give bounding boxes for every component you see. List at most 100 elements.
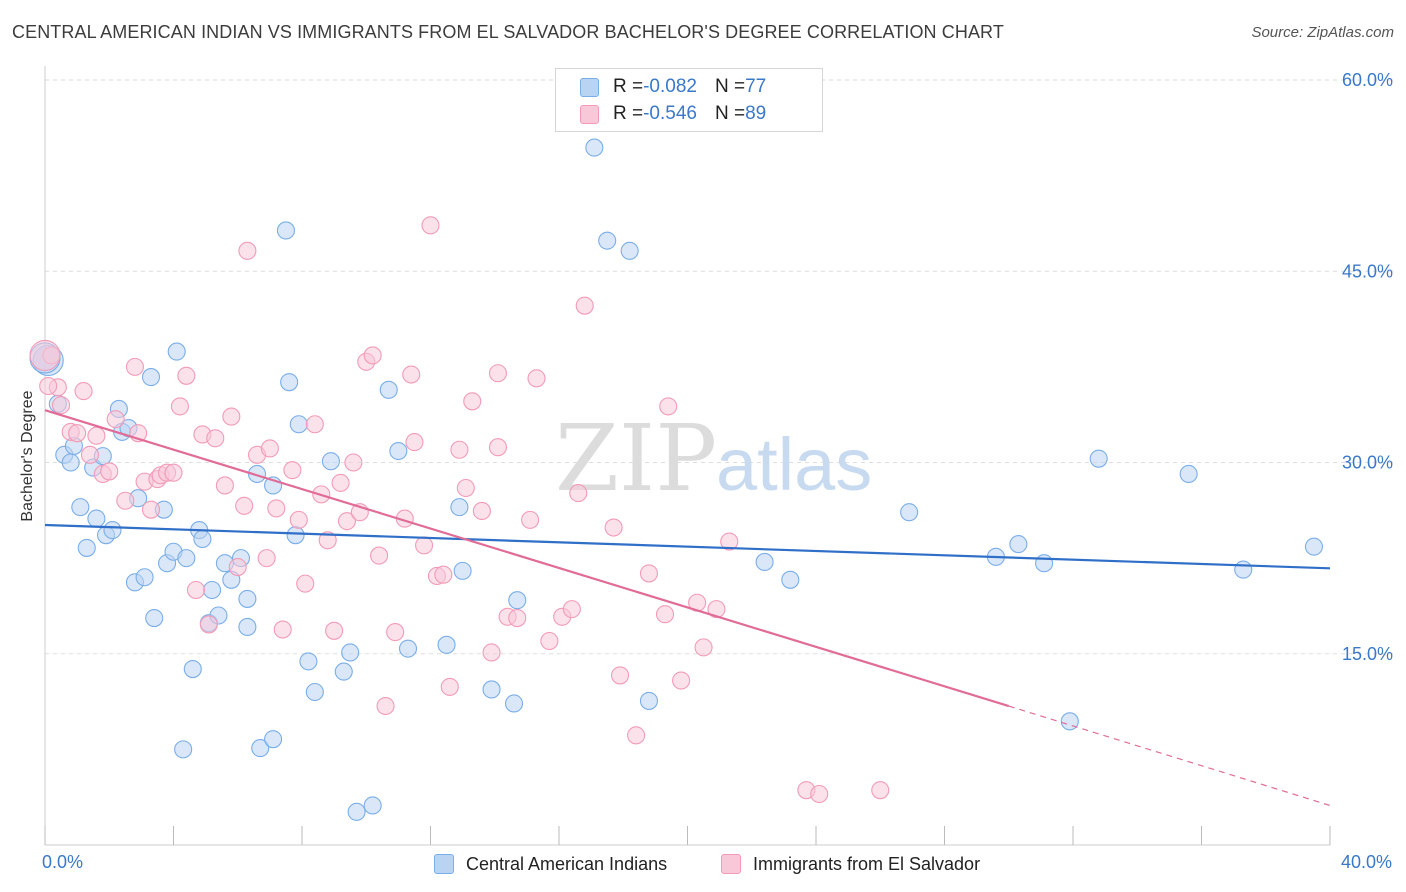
point-central-american — [1234, 560, 1253, 579]
point-el-salvador — [472, 501, 491, 521]
point-el-salvador — [39, 376, 58, 396]
point-central-american — [193, 529, 212, 549]
point-el-salvador — [222, 407, 241, 426]
point-el-salvador — [456, 478, 475, 498]
point-el-salvador — [257, 549, 276, 568]
legend-r-label: R = — [613, 103, 644, 124]
point-central-american — [264, 730, 283, 749]
point-central-american — [900, 503, 919, 522]
point-el-salvador — [141, 500, 161, 519]
point-central-american — [755, 552, 774, 572]
point-el-salvador — [238, 241, 257, 260]
grid-lines — [45, 79, 1395, 655]
point-el-salvador — [386, 623, 405, 642]
point-central-american — [379, 380, 398, 399]
point-el-salvador — [235, 496, 254, 515]
bottom-legend-label: Immigrants from El Salvador — [753, 853, 981, 874]
point-el-salvador — [289, 510, 308, 529]
point-el-salvador — [610, 666, 630, 685]
point-central-american — [437, 635, 456, 654]
point-el-salvador — [177, 366, 196, 385]
point-el-salvador — [106, 410, 125, 429]
point-el-salvador — [100, 462, 119, 481]
point-central-american — [77, 538, 96, 557]
point-el-salvador — [540, 631, 559, 651]
x-tick-label-min: 0.0% — [42, 852, 84, 872]
point-central-american — [135, 568, 154, 587]
point-el-salvador — [363, 346, 382, 365]
point-el-salvador — [331, 473, 350, 492]
point-el-salvador — [52, 396, 71, 415]
point-central-american — [508, 591, 527, 610]
legend-n-value: 77 — [745, 76, 767, 97]
point-el-salvador — [488, 438, 508, 457]
y-tick-label: 15.0% — [1342, 644, 1393, 664]
point-central-american — [504, 694, 524, 713]
legend-n-label: N = — [714, 103, 746, 124]
point-el-salvador — [871, 781, 890, 800]
legend-row-central-american: R = -0.082 N = 77 — [580, 74, 766, 100]
point-el-salvador — [575, 296, 594, 315]
point-central-american — [286, 526, 305, 545]
point-el-salvador — [672, 671, 691, 690]
point-central-american — [183, 659, 202, 679]
point-central-american — [251, 739, 270, 758]
point-central-american — [289, 415, 308, 434]
point-central-american — [639, 691, 659, 710]
point-el-salvador — [482, 643, 501, 662]
point-el-salvador — [402, 365, 421, 384]
point-central-american — [598, 231, 617, 250]
point-el-salvador — [87, 426, 106, 445]
point-el-salvador — [164, 463, 183, 482]
point-central-american — [334, 662, 353, 681]
point-el-salvador — [639, 564, 659, 583]
point-central-american — [61, 453, 80, 472]
source-credit: Source: ZipAtlas.com — [1251, 24, 1394, 41]
point-central-american — [238, 589, 257, 608]
point-central-american — [247, 464, 267, 484]
point-central-american — [1009, 535, 1028, 554]
point-central-american — [1179, 464, 1198, 484]
y-tick-label: 45.0% — [1342, 261, 1393, 281]
point-el-salvador — [655, 605, 675, 624]
point-central-american — [280, 373, 299, 392]
point-el-salvador — [707, 600, 726, 619]
point-central-american — [389, 441, 408, 461]
point-central-american — [341, 643, 360, 662]
legend-r-label: R = — [613, 76, 644, 97]
point-el-salvador — [604, 518, 623, 537]
point-el-salvador — [405, 433, 424, 452]
point-el-salvador — [296, 574, 315, 593]
legend-n-value: 89 — [745, 103, 767, 124]
point-central-american — [299, 652, 318, 671]
legend-n-label: N = — [714, 76, 746, 97]
point-el-salvador — [318, 531, 337, 550]
point-el-salvador — [527, 369, 546, 388]
point-el-salvador — [434, 565, 453, 584]
point-central-american — [1035, 554, 1054, 573]
point-central-american — [321, 452, 340, 471]
bottom-legend-swatch-pink — [721, 854, 741, 874]
point-el-salvador — [694, 638, 713, 657]
trend-line-central-american — [44, 523, 1331, 570]
legend-r-value: -0.082 — [643, 76, 697, 97]
point-el-salvador — [273, 620, 292, 639]
point-el-salvador — [421, 216, 440, 235]
point-el-salvador — [125, 357, 144, 376]
axes — [44, 66, 1331, 846]
watermark: ZIP atlas — [555, 405, 872, 512]
chart-title: CENTRAL AMERICAN INDIAN VS IMMIGRANTS FR… — [12, 22, 1004, 42]
y-tick-label: 30.0% — [1342, 453, 1393, 473]
point-central-american — [177, 549, 196, 568]
point-el-salvador — [562, 600, 581, 619]
x-tick-label-max: 40.0% — [1340, 852, 1392, 872]
point-el-salvador — [29, 339, 61, 371]
point-el-salvador — [68, 424, 87, 443]
point-el-salvador — [170, 397, 189, 416]
point-el-salvador — [521, 510, 540, 529]
point-central-american — [363, 796, 382, 815]
point-central-american — [141, 368, 161, 387]
point-central-american — [1060, 712, 1079, 731]
point-central-american — [1304, 537, 1323, 556]
